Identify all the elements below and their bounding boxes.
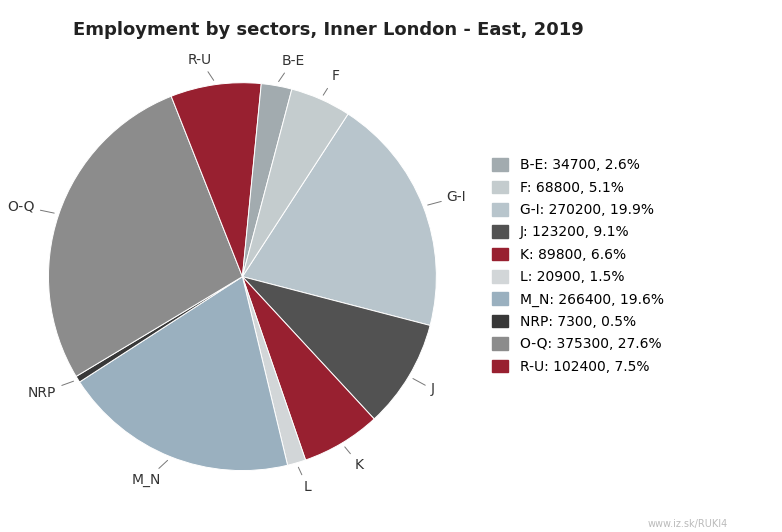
Wedge shape bbox=[242, 114, 436, 326]
Legend: B-E: 34700, 2.6%, F: 68800, 5.1%, G-I: 270200, 19.9%, J: 123200, 9.1%, K: 89800,: B-E: 34700, 2.6%, F: 68800, 5.1%, G-I: 2… bbox=[492, 159, 664, 373]
Text: G-I: G-I bbox=[428, 190, 466, 205]
Wedge shape bbox=[171, 82, 261, 277]
Text: Employment by sectors, Inner London - East, 2019: Employment by sectors, Inner London - Ea… bbox=[73, 21, 584, 39]
Text: O-Q: O-Q bbox=[7, 199, 54, 213]
Text: L: L bbox=[299, 467, 311, 494]
Text: J: J bbox=[413, 379, 435, 396]
Wedge shape bbox=[242, 277, 374, 460]
Text: B-E: B-E bbox=[278, 54, 304, 81]
Wedge shape bbox=[242, 277, 430, 419]
Text: K: K bbox=[345, 447, 364, 472]
Wedge shape bbox=[48, 96, 242, 377]
Text: NRP: NRP bbox=[28, 381, 74, 400]
Text: F: F bbox=[323, 69, 339, 95]
Wedge shape bbox=[76, 277, 242, 382]
Wedge shape bbox=[242, 89, 348, 277]
Text: R-U: R-U bbox=[188, 53, 213, 80]
Wedge shape bbox=[242, 277, 306, 466]
Text: www.iz.sk/RUKI4: www.iz.sk/RUKI4 bbox=[648, 519, 728, 529]
Wedge shape bbox=[242, 84, 292, 277]
Text: M_N: M_N bbox=[131, 460, 167, 487]
Wedge shape bbox=[80, 277, 288, 471]
